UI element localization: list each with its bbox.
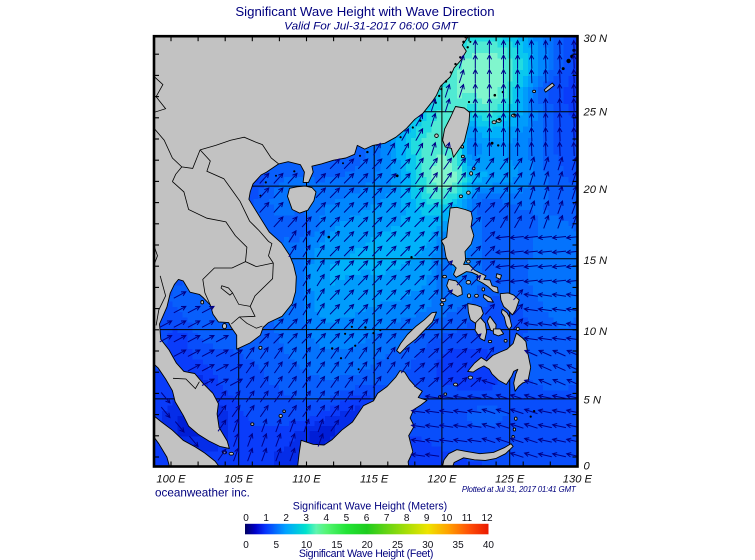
svg-text:3: 3 [303,513,309,524]
svg-text:25: 25 [392,540,404,551]
svg-text:0: 0 [584,461,591,473]
svg-text:40: 40 [483,540,495,551]
svg-text:115 E: 115 E [360,474,389,486]
svg-text:7: 7 [384,513,390,524]
svg-text:Valid For Jul-31-2017 06:00 GM: Valid For Jul-31-2017 06:00 GMT [284,21,459,33]
svg-text:25 N: 25 N [583,107,609,119]
svg-text:130 E: 130 E [563,474,593,486]
svg-text:35: 35 [453,540,465,551]
svg-text:5: 5 [344,513,350,524]
svg-text:11: 11 [462,513,473,524]
svg-text:110 E: 110 E [292,474,321,486]
svg-text:100 E: 100 E [156,474,186,486]
svg-text:30 N: 30 N [584,33,609,45]
svg-text:30: 30 [422,540,434,551]
svg-text:8: 8 [404,513,410,524]
svg-text:10: 10 [301,540,313,551]
svg-text:15: 15 [331,540,343,551]
svg-text:20 N: 20 N [583,184,609,196]
svg-text:Significant Wave Height (Meter: Significant Wave Height (Meters) [293,501,447,513]
svg-text:10 N: 10 N [584,326,609,338]
svg-text:15 N: 15 N [584,255,609,267]
svg-text:120 E: 120 E [427,474,457,486]
svg-text:Significant Wave Height with W: Significant Wave Height with Wave Direct… [235,4,494,19]
svg-text:5: 5 [274,540,280,551]
svg-text:5 N: 5 N [584,395,602,407]
svg-text:Plotted at Jul 31, 2017 01:41: Plotted at Jul 31, 2017 01:41 GMT [462,485,577,494]
svg-text:4: 4 [324,513,330,524]
svg-text:10: 10 [441,513,453,524]
svg-text:105 E: 105 E [224,474,254,486]
svg-text:12: 12 [481,513,493,524]
svg-text:0: 0 [243,513,249,524]
svg-text:1: 1 [263,513,269,524]
svg-text:2: 2 [283,513,289,524]
svg-text:125 E: 125 E [495,474,525,486]
svg-text:Significant Wave Height (Feet): Significant Wave Height (Feet) [299,548,433,560]
svg-text:0: 0 [243,540,249,551]
svg-text:9: 9 [424,513,430,524]
svg-text:20: 20 [362,540,374,551]
svg-text:6: 6 [364,513,370,524]
svg-text:oceanweather inc.: oceanweather inc. [155,487,250,500]
